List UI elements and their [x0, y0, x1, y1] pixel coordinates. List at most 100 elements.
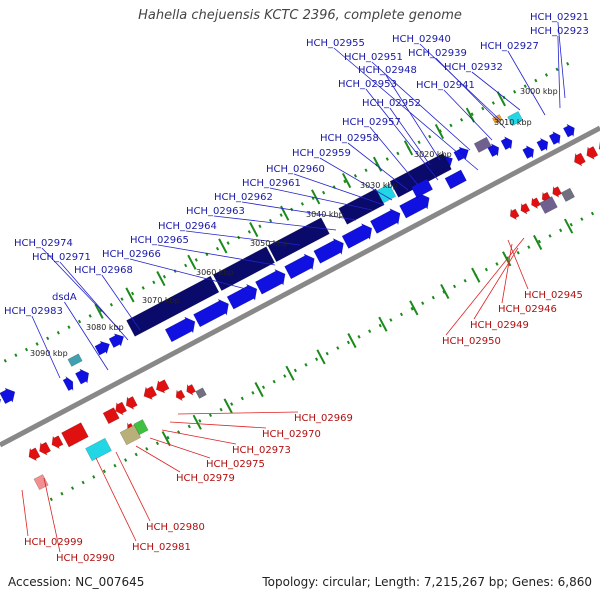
- label-leader: [31, 315, 61, 379]
- gene-label-hch_02962[interactable]: HCH_02962: [214, 192, 273, 203]
- forward-block: [410, 178, 434, 199]
- tick-mark: [516, 250, 520, 255]
- tick-mark: [368, 329, 372, 333]
- tick-mark: [247, 230, 251, 234]
- gene-label-hch_02968[interactable]: HCH_02968: [74, 265, 133, 276]
- gene-label-hch_02923[interactable]: HCH_02923: [530, 26, 589, 37]
- grey-gene: [195, 387, 207, 399]
- label-leader: [557, 35, 561, 109]
- tick-mark: [155, 441, 160, 446]
- label-leader: [293, 173, 385, 206]
- gene-label-hch_02981[interactable]: HCH_02981: [132, 542, 191, 553]
- forward-gene-arrow: [164, 316, 196, 343]
- gene-label-hch_02966[interactable]: HCH_02966: [102, 249, 161, 260]
- label-leader: [501, 243, 513, 304]
- gene-label-hch_02979[interactable]: HCH_02979: [176, 473, 235, 484]
- label-leader: [185, 230, 301, 246]
- gene-label-hch_02958[interactable]: HCH_02958: [320, 133, 379, 144]
- gene-label-hch_02970[interactable]: HCH_02970: [262, 429, 321, 440]
- kbp-label: 3020 kbp: [414, 150, 452, 159]
- tick-mark: [258, 224, 262, 229]
- gene-label-hch_02957[interactable]: HCH_02957: [342, 117, 401, 128]
- gene-label-hch_02965[interactable]: HCH_02965: [130, 235, 189, 246]
- label-leader: [213, 215, 337, 231]
- forward-gene-arrow: [255, 268, 286, 295]
- major-tick: [434, 123, 445, 140]
- tick-mark: [357, 335, 361, 339]
- major-tick: [218, 238, 228, 254]
- gene-label-hch_02949[interactable]: HCH_02949: [470, 320, 529, 331]
- kbp-label: 3060 kbp: [196, 268, 234, 277]
- map-title: Hahella chejuensis KCTC 2396, complete g…: [138, 8, 462, 23]
- tick-mark: [559, 228, 563, 233]
- tick-mark: [548, 234, 552, 238]
- gene-label-hch_02939[interactable]: HCH_02939: [408, 48, 467, 59]
- gene-label-dsda[interactable]: dsdA: [52, 292, 77, 303]
- gene-label-hch_02969[interactable]: HCH_02969: [294, 413, 353, 424]
- gene-label-hch_02955[interactable]: HCH_02955: [306, 38, 365, 49]
- tick-mark: [60, 491, 64, 496]
- gene-label-hch_02941[interactable]: HCH_02941: [416, 80, 475, 91]
- gene-label-hch_02959[interactable]: HCH_02959: [292, 148, 351, 159]
- label-leader: [43, 477, 61, 553]
- forward-block: [444, 169, 467, 190]
- tick-mark: [389, 318, 393, 322]
- tick-mark: [3, 358, 7, 363]
- label-leader: [64, 301, 109, 371]
- gene-label-hch_02952[interactable]: HCH_02952: [362, 98, 421, 109]
- kbp-label: 3050 kbp: [250, 239, 288, 248]
- major-tick: [409, 300, 419, 316]
- gene-label-hch_02945[interactable]: HCH_02945: [524, 290, 583, 301]
- reverse-block: [61, 422, 89, 448]
- kbp-label: 3080 kbp: [86, 323, 124, 332]
- label-leader: [135, 445, 181, 473]
- gene-label-hch_02951[interactable]: HCH_02951: [344, 52, 403, 63]
- gene-label-hch_02960[interactable]: HCH_02960: [266, 164, 325, 175]
- kbp-label: 3010 kbp: [494, 118, 532, 127]
- tick-mark: [283, 374, 287, 378]
- gene-label-hch_02932[interactable]: HCH_02932: [444, 62, 503, 73]
- gene-labels[interactable]: HCH_02921 HCH_02923 HCH_02927 HCH_02932 HCH_…: [4, 12, 589, 564]
- tick-mark: [208, 413, 213, 418]
- label-leader: [157, 244, 276, 266]
- tick-mark: [162, 274, 167, 279]
- gene-label-hch_02921[interactable]: HCH_02921: [530, 12, 589, 23]
- genome-backbone: [0, 125, 600, 448]
- tick-mark: [569, 222, 573, 227]
- label-leader: [443, 89, 493, 141]
- gene-label-hch_02946[interactable]: HCH_02946: [498, 304, 557, 315]
- tick-mark: [378, 323, 382, 328]
- cyan-gene: [376, 183, 397, 204]
- tick-mark: [166, 435, 170, 440]
- gene-label-hch_02963[interactable]: HCH_02963: [186, 206, 245, 217]
- gene-label-hch_02974[interactable]: HCH_02974: [14, 238, 73, 249]
- orange-gene: [492, 114, 503, 124]
- reverse-gene-arrow: [586, 146, 599, 160]
- operon-block: [389, 152, 452, 198]
- tick-mark: [198, 419, 202, 423]
- gene-label-hch_02964[interactable]: HCH_02964: [158, 221, 217, 232]
- forward-gene-arrow: [487, 143, 500, 158]
- gene-label-hch_02999[interactable]: HCH_02999: [24, 537, 83, 548]
- major-tick: [471, 267, 481, 283]
- tick-mark: [364, 168, 368, 173]
- label-leader: [269, 187, 373, 211]
- gene-label-hch_02971[interactable]: HCH_02971: [32, 252, 91, 263]
- reverse-gene-arrow: [531, 197, 541, 210]
- gene-label-hch_02961[interactable]: HCH_02961: [242, 178, 301, 189]
- gene-label-hch_02948[interactable]: HCH_02948: [358, 65, 417, 76]
- gene-label-hch_02953[interactable]: HCH_02953: [338, 79, 397, 90]
- label-leader: [371, 61, 471, 151]
- tick-mark: [70, 486, 75, 490]
- gene-label-hch_02980[interactable]: HCH_02980: [146, 522, 205, 533]
- forward-gene-arrow: [0, 398, 2, 404]
- kbp-label: 3030 kbp: [360, 181, 398, 190]
- gene-label-hch_02950[interactable]: HCH_02950: [442, 336, 501, 347]
- gene-label-hch_02940[interactable]: HCH_02940: [392, 34, 451, 45]
- gene-label-hch_02927[interactable]: HCH_02927: [480, 41, 539, 52]
- tick-mark: [88, 314, 92, 318]
- gene-label-hch_02983[interactable]: HCH_02983: [4, 306, 63, 317]
- gene-label-hch_02975[interactable]: HCH_02975: [206, 459, 265, 470]
- gene-label-hch_02973[interactable]: HCH_02973: [232, 445, 291, 456]
- gene-label-hch_02990[interactable]: HCH_02990: [56, 553, 115, 564]
